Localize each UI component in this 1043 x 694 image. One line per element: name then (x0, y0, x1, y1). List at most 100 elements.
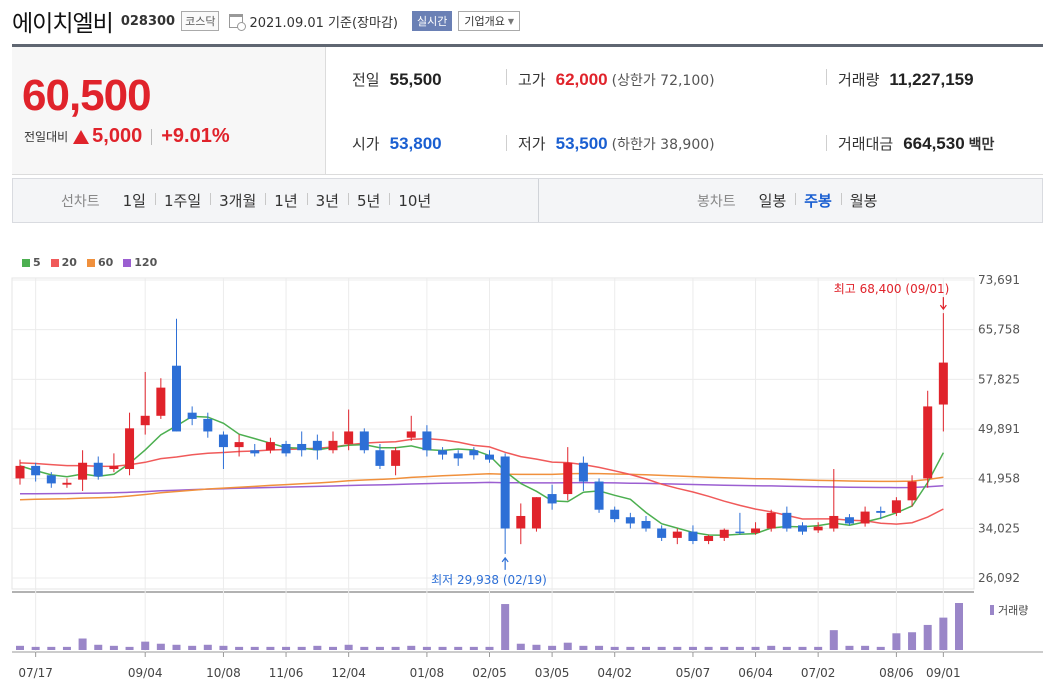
candle-body-up (516, 515, 526, 529)
volume-bar (735, 646, 744, 650)
stock-header: 에이치엘비 028300 코스닥 2021.09.01 기준(장마감) 실시간 … (12, 4, 520, 38)
volume-bar (782, 646, 791, 650)
volume-bar (438, 646, 447, 650)
legend-swatch (22, 258, 30, 267)
low-label: 저가 (518, 135, 546, 153)
candle-daily[interactable]: 일봉 (758, 192, 787, 210)
candle-body-down (281, 443, 291, 454)
volume-legend-label: 거래량 (998, 604, 1028, 617)
lower-limit: (하한가 38,900) (611, 136, 715, 153)
x-tick-label: 04/02 (597, 666, 632, 680)
period-3m[interactable]: 3개월 (210, 190, 265, 211)
open-label: 시가 (352, 135, 380, 153)
candle-body-down (359, 431, 369, 451)
volume-label: 거래량 (838, 71, 880, 89)
candle-body-up (751, 528, 761, 533)
period-10y[interactable]: 10년 (389, 190, 440, 211)
prev-label: 전일 (352, 71, 380, 89)
candle-body-up (344, 431, 354, 444)
volume-bar (548, 645, 557, 650)
volume-bar (751, 646, 760, 650)
volume-bar (31, 646, 40, 650)
candle-body-up (15, 465, 25, 479)
change-percent: +9.01% (161, 125, 230, 147)
volume-bar (266, 646, 275, 650)
candle-body-down (657, 528, 667, 538)
volume-bar (329, 646, 337, 650)
price-pane-frame (11, 277, 975, 590)
candle-body-down (610, 509, 620, 520)
legend-ma5: 5 (22, 256, 41, 269)
x-tick-label: 05/07 (676, 666, 711, 680)
upper-limit: (상한가 72,100) (611, 72, 715, 89)
volume-bar (109, 645, 118, 650)
candle-monthly[interactable]: 월봉 (840, 190, 887, 211)
period-3y[interactable]: 3년 (306, 190, 348, 211)
volume-bar (297, 646, 306, 650)
candle-body-up (672, 531, 682, 538)
volume-bar (955, 603, 963, 650)
candle-body-down (203, 418, 213, 432)
volume-bar (501, 604, 510, 650)
ma5-line (19, 415, 945, 537)
price-panel: 60,500 전일대비 5,000 +9.01% (12, 47, 325, 175)
candle-weekly[interactable]: 주봉 (795, 190, 841, 211)
volume-bar (579, 645, 588, 650)
candle-body-up (766, 512, 776, 529)
candle-body-up (234, 442, 244, 448)
volume-bar (203, 644, 212, 650)
volume-bar (125, 646, 134, 650)
high-arrow-icon (939, 297, 947, 311)
volume-bar (767, 645, 776, 650)
volume-bar (188, 645, 197, 650)
volume-bar (62, 646, 71, 650)
y-tick-label: 73,691 (978, 273, 1020, 287)
legend-label: 5 (33, 256, 41, 269)
volume-bar (861, 645, 870, 650)
x-tick-label: 10/08 (206, 666, 241, 680)
x-tick-label: 03/05 (535, 666, 570, 680)
volume-bar (16, 645, 24, 650)
volume-bar (610, 646, 619, 650)
x-tick-label: 06/04 (738, 666, 773, 680)
candle-chart-options: 봉차트 일봉 주봉 월봉 (697, 179, 886, 222)
chart-period-bar: 선차트 1일 1주일 3개월 1년 3년 5년 10년 봉차트 일봉 주봉 월봉 (12, 178, 1043, 223)
legend-label: 120 (134, 256, 158, 269)
period-1y[interactable]: 1년 (265, 190, 306, 211)
volume-bar (454, 646, 463, 650)
volume-bar (156, 643, 165, 650)
realtime-button[interactable]: 실시간 (411, 11, 453, 31)
candlestick-chart[interactable]: 73,691 65,758 57,825 49,891 41,958 34,025 26,0… (0, 250, 1043, 694)
candle-body-down (594, 481, 604, 510)
divider (826, 135, 827, 151)
divider (826, 69, 827, 85)
up-arrow-icon (73, 129, 90, 144)
volume-bar (892, 633, 901, 650)
stat-high: 고가 62,000 (상한가 72,100) (518, 69, 715, 90)
company-overview-dropdown[interactable]: 기업개요 ▼ (458, 11, 520, 31)
stat-volume: 거래량 11,227,159 (838, 69, 974, 90)
x-tick-label: 09/01 (926, 666, 961, 680)
candle-body-up (62, 482, 72, 485)
candle-body-up (328, 440, 338, 451)
x-tick-label: 12/04 (331, 666, 366, 680)
candle-body-up (704, 536, 714, 542)
market-badge: 코스닥 (181, 11, 220, 31)
legend-ma20: 20 (50, 256, 77, 269)
period-5y[interactable]: 5년 (347, 190, 389, 211)
amount-value: 664,530 (903, 133, 965, 153)
x-tick-label: 07/17 (18, 666, 53, 680)
volume-bar (141, 641, 150, 650)
candle-body-down (798, 525, 807, 532)
period-1w[interactable]: 1주일 (154, 190, 210, 211)
volume-legend-swatch (990, 605, 994, 615)
volume-bar (375, 646, 384, 650)
candle-body-up (531, 497, 541, 529)
stat-low: 저가 53,500 (하한가 38,900) (518, 133, 715, 154)
y-tick-label: 57,825 (978, 372, 1020, 386)
candle-body-up (829, 515, 839, 529)
x-tick-label: 09/04 (128, 666, 163, 680)
period-1d[interactable]: 1일 (122, 192, 146, 210)
volume-bar (939, 617, 948, 650)
x-tick-label: 07/02 (801, 666, 836, 680)
